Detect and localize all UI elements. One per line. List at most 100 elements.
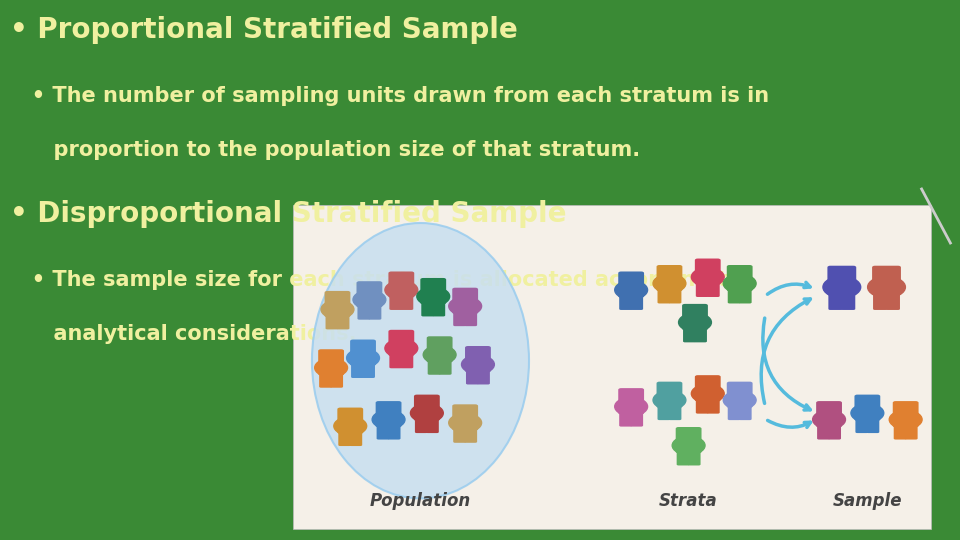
FancyBboxPatch shape	[477, 367, 490, 384]
FancyBboxPatch shape	[707, 280, 720, 297]
FancyBboxPatch shape	[414, 395, 440, 421]
FancyBboxPatch shape	[727, 382, 753, 408]
FancyBboxPatch shape	[453, 309, 467, 326]
FancyBboxPatch shape	[687, 448, 701, 465]
Text: analytical considerations.: analytical considerations.	[10, 324, 356, 344]
Circle shape	[679, 313, 711, 332]
FancyBboxPatch shape	[389, 272, 415, 298]
Text: proportion to the population size of that stratum.: proportion to the population size of tha…	[10, 140, 639, 160]
FancyBboxPatch shape	[337, 408, 363, 434]
FancyBboxPatch shape	[356, 281, 382, 308]
FancyBboxPatch shape	[855, 416, 869, 433]
FancyBboxPatch shape	[872, 266, 900, 295]
Circle shape	[614, 281, 648, 299]
FancyBboxPatch shape	[866, 416, 879, 433]
FancyBboxPatch shape	[400, 351, 414, 368]
FancyBboxPatch shape	[421, 299, 434, 316]
FancyBboxPatch shape	[420, 278, 446, 304]
Ellipse shape	[312, 223, 529, 498]
FancyBboxPatch shape	[904, 422, 918, 440]
FancyBboxPatch shape	[330, 370, 343, 388]
Circle shape	[614, 397, 648, 416]
FancyBboxPatch shape	[816, 401, 842, 428]
Text: • Disproportional Stratified Sample: • Disproportional Stratified Sample	[10, 200, 566, 228]
FancyBboxPatch shape	[432, 299, 445, 316]
Circle shape	[372, 410, 405, 429]
FancyBboxPatch shape	[728, 286, 741, 303]
FancyBboxPatch shape	[388, 422, 400, 440]
FancyBboxPatch shape	[319, 370, 332, 388]
Circle shape	[423, 346, 456, 364]
Text: • The sample size for each stratum is allocated according to: • The sample size for each stratum is al…	[10, 270, 741, 290]
FancyBboxPatch shape	[828, 290, 843, 310]
FancyBboxPatch shape	[389, 330, 415, 356]
Circle shape	[315, 359, 348, 377]
FancyBboxPatch shape	[668, 286, 682, 303]
FancyBboxPatch shape	[676, 427, 702, 454]
FancyBboxPatch shape	[828, 266, 856, 295]
Circle shape	[672, 436, 705, 455]
FancyBboxPatch shape	[828, 422, 841, 440]
FancyBboxPatch shape	[684, 325, 696, 342]
FancyBboxPatch shape	[439, 357, 451, 375]
Circle shape	[851, 404, 884, 422]
Circle shape	[385, 339, 418, 357]
FancyBboxPatch shape	[350, 340, 376, 366]
FancyBboxPatch shape	[337, 312, 349, 329]
Circle shape	[823, 276, 861, 298]
Circle shape	[417, 287, 449, 306]
FancyBboxPatch shape	[338, 429, 351, 446]
FancyBboxPatch shape	[465, 309, 477, 326]
FancyBboxPatch shape	[466, 367, 479, 384]
FancyBboxPatch shape	[694, 325, 707, 342]
FancyBboxPatch shape	[728, 403, 741, 420]
Circle shape	[889, 410, 922, 429]
FancyBboxPatch shape	[362, 361, 375, 378]
FancyBboxPatch shape	[400, 293, 414, 310]
FancyBboxPatch shape	[696, 396, 708, 414]
FancyBboxPatch shape	[630, 409, 643, 427]
FancyBboxPatch shape	[695, 259, 721, 285]
Circle shape	[691, 384, 724, 403]
Text: Strata: Strata	[660, 492, 718, 510]
Circle shape	[653, 391, 685, 409]
FancyBboxPatch shape	[677, 448, 689, 465]
FancyBboxPatch shape	[357, 302, 371, 320]
FancyBboxPatch shape	[426, 416, 439, 433]
Circle shape	[353, 291, 386, 309]
FancyBboxPatch shape	[618, 272, 644, 298]
FancyBboxPatch shape	[738, 403, 752, 420]
FancyBboxPatch shape	[318, 349, 344, 376]
FancyBboxPatch shape	[376, 422, 390, 440]
FancyBboxPatch shape	[886, 290, 900, 310]
FancyBboxPatch shape	[349, 429, 362, 446]
Text: Population: Population	[370, 492, 471, 510]
FancyBboxPatch shape	[390, 293, 402, 310]
FancyBboxPatch shape	[415, 416, 428, 433]
Text: • Proportional Stratified Sample: • Proportional Stratified Sample	[10, 16, 517, 44]
Circle shape	[812, 410, 846, 429]
FancyBboxPatch shape	[873, 290, 887, 310]
Text: • The number of sampling units drawn from each stratum is in: • The number of sampling units drawn fro…	[10, 86, 769, 106]
FancyBboxPatch shape	[452, 288, 478, 314]
FancyBboxPatch shape	[465, 426, 477, 443]
FancyBboxPatch shape	[817, 422, 830, 440]
Circle shape	[448, 414, 482, 432]
FancyBboxPatch shape	[696, 280, 708, 297]
Circle shape	[448, 297, 482, 315]
FancyBboxPatch shape	[619, 293, 633, 310]
Text: Sample: Sample	[832, 492, 902, 510]
Circle shape	[321, 300, 354, 319]
FancyBboxPatch shape	[630, 293, 643, 310]
FancyBboxPatch shape	[658, 286, 670, 303]
Circle shape	[347, 349, 379, 367]
FancyBboxPatch shape	[707, 396, 720, 414]
FancyBboxPatch shape	[452, 404, 478, 431]
Circle shape	[723, 391, 756, 409]
Circle shape	[868, 276, 905, 298]
FancyBboxPatch shape	[657, 265, 683, 292]
FancyBboxPatch shape	[325, 312, 339, 329]
Circle shape	[462, 355, 494, 374]
FancyBboxPatch shape	[683, 304, 708, 330]
FancyBboxPatch shape	[369, 302, 381, 320]
